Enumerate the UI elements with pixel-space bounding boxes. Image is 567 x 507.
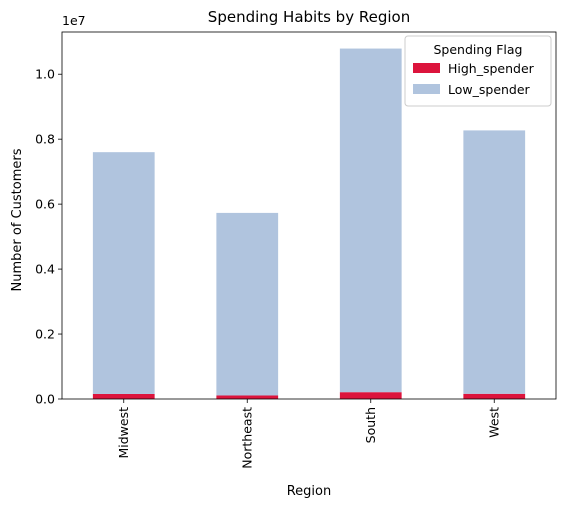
axes-layer: [61, 31, 557, 400]
plot-frame: [61, 31, 557, 400]
y-axis-label: Number of Customers: [10, 148, 25, 291]
chart-title: Spending Habits by Region: [208, 8, 410, 26]
y-tick-label: 0.4: [35, 262, 55, 277]
legend-label: High_spender: [448, 61, 535, 76]
y-tick-label: 0.6: [35, 197, 55, 212]
bar-high-spender-west: [463, 393, 526, 399]
x-tick-label: South: [363, 407, 378, 443]
legend-title: Spending Flag: [434, 42, 523, 57]
bar-low-spender-midwest: [92, 152, 155, 394]
y-tick-label: 1.0: [35, 67, 55, 82]
x-tick-label: Midwest: [116, 407, 131, 459]
ticks-layer: Midwest Northeast South West 0.0 0.2 0.4 0.6 0.8…: [35, 67, 501, 469]
bar-low-spender-northeast: [216, 212, 279, 396]
legend: Spending Flag High_spender Low_spender: [404, 35, 552, 107]
bar-low-spender-south: [339, 48, 402, 393]
bar-high-spender-northeast: [216, 395, 279, 399]
bar-low-spender-west: [463, 130, 526, 394]
x-tick-label: Northeast: [239, 407, 254, 469]
bars-layer: [92, 48, 526, 399]
legend-swatch-low-spender: [413, 84, 440, 94]
x-axis-label: Region: [287, 484, 332, 499]
y-tick-label: 0.8: [35, 132, 55, 147]
legend-box: [404, 35, 552, 107]
legend-label: Low_spender: [448, 82, 531, 97]
y-tick-label: 0.0: [35, 392, 55, 407]
legend-swatch-high-spender: [413, 63, 440, 73]
y-scale-label: 1e7: [62, 13, 86, 28]
x-tick-label: West: [486, 407, 501, 438]
bar-high-spender-south: [339, 392, 402, 399]
bar-high-spender-midwest: [92, 393, 155, 399]
y-tick-label: 0.2: [35, 327, 55, 342]
